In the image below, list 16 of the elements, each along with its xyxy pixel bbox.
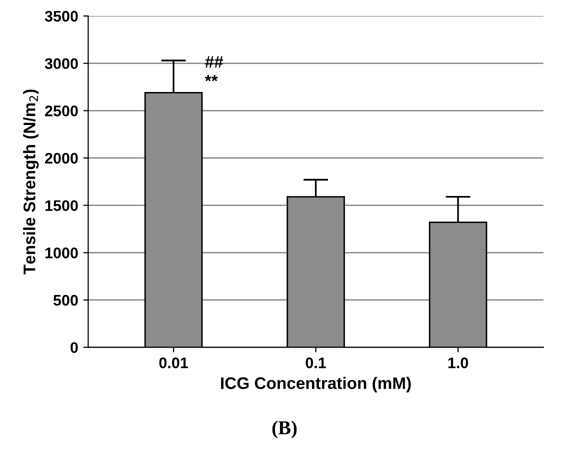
y-tick-label: 3000 bbox=[44, 58, 78, 70]
x-tick-label: 0.1 bbox=[306, 357, 326, 368]
y-tick-label: 1000 bbox=[45, 248, 78, 258]
x-tick-label: 1.0 bbox=[448, 357, 468, 368]
x-tick-label: 0.01 bbox=[159, 357, 188, 368]
y-tick-label: 3500 bbox=[44, 10, 78, 22]
y-tick-label: 2000 bbox=[45, 152, 78, 164]
annotation: ## bbox=[205, 56, 224, 68]
text: (B) bbox=[272, 420, 297, 438]
annotation: ** bbox=[204, 75, 218, 82]
y-tick-label: 1500 bbox=[45, 200, 78, 212]
y-tick-label: 0 bbox=[70, 342, 78, 354]
x-axis-title: ICG Concentration (mM) bbox=[221, 376, 411, 392]
y-tick-label: 2500 bbox=[45, 106, 78, 116]
y-tick-label: 500 bbox=[53, 294, 78, 306]
y-axis-title: Tensile Strength (N/m$_{2}$) bbox=[23, 90, 39, 274]
